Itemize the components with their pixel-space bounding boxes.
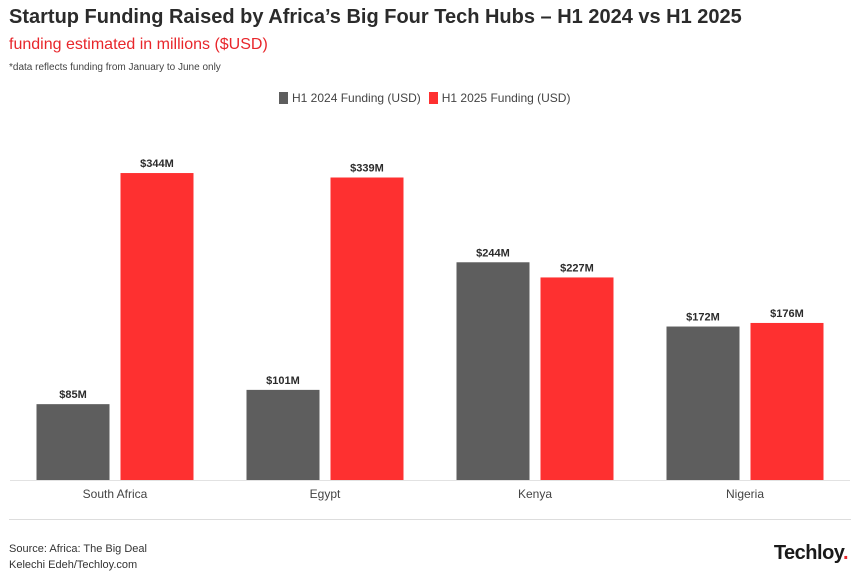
data-label-kenya-2025: $227M [560,262,594,274]
author-text: Kelechi Edeh/Techloy.com [9,559,138,571]
x-tick-label: South Africa [83,487,148,501]
legend: H1 2024 Funding (USD) H1 2025 Funding (U… [279,91,578,105]
data-label-nigeria-2025: $176M [770,308,804,320]
data-label-egypt-2025: $339M [350,163,384,175]
bar-egypt-2025 [330,177,404,480]
footer-divider [9,519,851,520]
data-label-south-africa-2025: $344M [140,158,174,170]
bar-south-africa-2025 [120,173,194,481]
legend-label-2024: H1 2024 Funding (USD) [292,91,421,105]
legend-label-2025: H1 2025 Funding (USD) [441,91,571,105]
x-tick-label: Kenya [518,487,552,501]
bar-chart: $85M $344M South Africa $101M $339M Egypt $244… [10,158,850,501]
bar-kenya-2024 [456,262,530,480]
data-label-nigeria-2024: $172M [686,312,720,324]
data-label-kenya-2024: $244M [476,247,510,259]
bar-nigeria-2025 [750,322,824,480]
data-label-south-africa-2024: $85M [59,389,87,401]
brand-name: Techloy [773,542,844,564]
chart-note: *data reflects funding from January to J… [9,62,221,73]
data-label-egypt-2024: $101M [266,375,300,387]
legend-item-2025: H1 2025 Funding (USD) [428,91,571,105]
chart-title: Startup Funding Raised by Africa’s Big F… [9,6,742,28]
techloy-logo: Techloy. [773,542,849,565]
legend-item-2024: H1 2024 Funding (USD) [279,91,421,105]
x-tick-label: Egypt [310,487,341,501]
source-text: Source: Africa: The Big Deal [9,543,147,555]
chart-subtitle: funding estimated in millions ($USD) [9,36,268,53]
bar-egypt-2024 [246,389,320,480]
brand-dot: . [842,542,849,564]
bar-south-africa-2024 [36,404,110,480]
bar-kenya-2025 [540,277,614,480]
source-block: Source: Africa: The Big Deal Kelechi Ede… [9,541,147,573]
bar-nigeria-2024 [666,326,740,480]
legend-swatch-2024 [279,92,288,104]
legend-swatch-2025 [428,92,438,104]
x-tick-label: Nigeria [726,487,764,501]
